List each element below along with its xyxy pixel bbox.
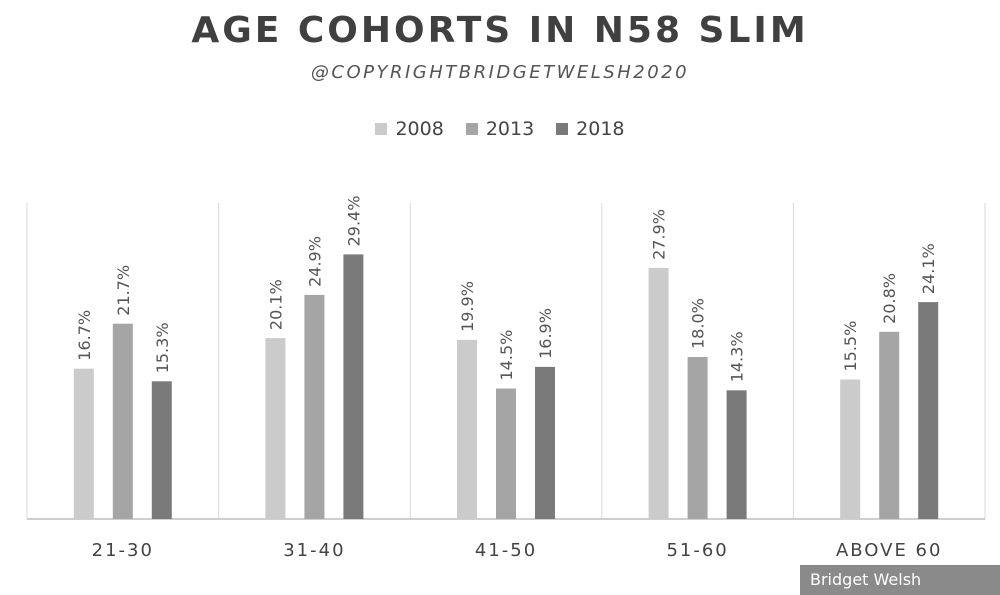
bar-2008-41-50 [457,339,477,519]
x-tick-label: ABOVE 60 [836,540,943,561]
legend: 2008 2013 2018 [0,118,1000,140]
legend-swatch-2008 [375,123,388,135]
x-tick-label: 41-50 [475,540,537,561]
data-label: 15.3% [153,322,172,373]
x-tick-label: 31-40 [283,540,345,561]
data-label: 29.4% [344,196,363,247]
bar-2018-31-40 [343,254,364,519]
data-label: 21.7% [114,265,133,316]
data-label: 20.1% [266,279,285,330]
bar-2018-21-30 [151,381,172,519]
legend-swatch-2013 [465,123,478,135]
bar-2018-41-50 [535,366,555,519]
bar-2013-51-60 [687,357,708,519]
data-label: 16.9% [536,308,555,359]
chart-subtitle: @COPYRIGHTBRIDGETWELSH2020 [310,62,690,83]
bar-2008-31-40 [265,338,286,519]
bar-2008-above-60 [840,379,861,519]
bar-2008-51-60 [648,267,669,519]
bar-2013-31-40 [304,294,325,519]
bar-2013-above-60 [879,331,900,519]
bar-2008-21-30 [73,368,94,519]
legend-label-2018: 2018 [576,118,625,140]
data-label: 20.8% [880,273,899,324]
legend-item-2008: 2008 [375,118,444,140]
bar-2018-above-60 [918,302,939,519]
legend-label-2008: 2008 [395,118,444,140]
legend-item-2013: 2013 [465,118,535,140]
data-label: 24.1% [919,243,938,294]
data-label: 15.5% [841,321,860,372]
data-label: 24.9% [305,236,324,287]
data-label: 27.9% [650,209,669,260]
legend-item-2018: 2018 [556,118,625,140]
bar-2018-51-60 [726,390,747,519]
watermark-label: Bridget Welsh [800,565,1000,595]
legend-swatch-2018 [556,123,569,135]
chart-title: AGE COHORTS IN N58 SLIM [191,10,809,51]
data-label: 16.7% [75,310,94,361]
data-label: 18.0% [689,298,708,349]
bar-2013-41-50 [496,388,516,519]
legend-label-2013: 2013 [485,118,535,140]
data-label: 14.3% [728,331,747,382]
data-label: 14.5% [497,330,516,381]
bar-2013-21-30 [112,323,133,519]
x-tick-label: 51-60 [666,540,728,561]
data-label: 19.9% [458,281,477,332]
x-tick-label: 21-30 [92,540,154,561]
